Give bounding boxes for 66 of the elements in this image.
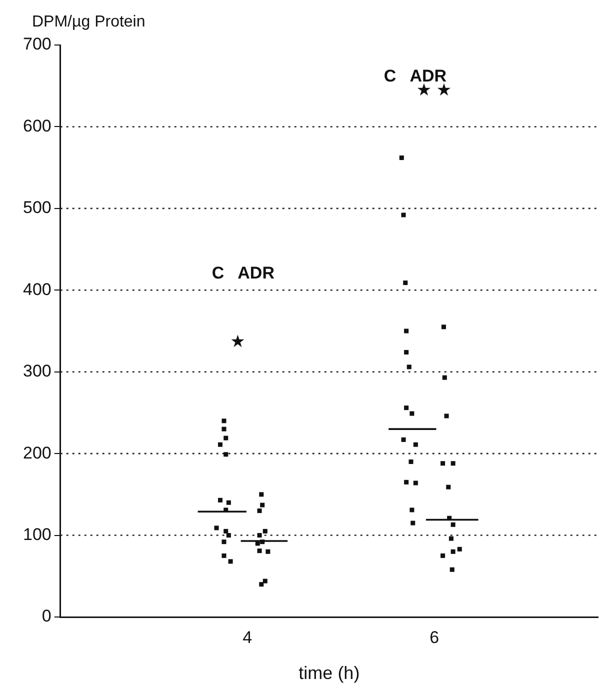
point (218, 498, 223, 502)
point (257, 508, 262, 514)
point (403, 280, 408, 286)
point (222, 553, 226, 558)
point (413, 442, 418, 447)
point (444, 414, 449, 418)
point (440, 461, 446, 466)
point (255, 541, 260, 546)
point (406, 364, 412, 370)
point (218, 442, 223, 447)
point (401, 437, 406, 442)
point (401, 212, 406, 218)
point (408, 459, 414, 464)
point (457, 546, 462, 552)
point (404, 406, 409, 410)
point (226, 500, 231, 505)
x-tick-label: 4 (242, 628, 252, 647)
annotation: ★ ★ (416, 80, 452, 100)
point (257, 533, 262, 538)
point (404, 350, 409, 355)
point (266, 549, 270, 554)
point (259, 582, 264, 587)
x-axis-title: time (h) (298, 663, 360, 684)
point (262, 528, 268, 534)
point (226, 533, 231, 538)
point (404, 480, 409, 484)
point (442, 375, 447, 380)
y-axis-title: DPM/µg Protein (32, 13, 146, 30)
y-tick-label: 400 (22, 280, 52, 299)
point (450, 461, 456, 466)
point (260, 502, 265, 508)
point (260, 540, 265, 544)
point (440, 553, 446, 558)
y-tick-label: 600 (22, 116, 52, 136)
y-tick-label: 500 (22, 198, 52, 218)
point (450, 549, 456, 554)
point (224, 528, 228, 534)
point (404, 328, 409, 334)
point (262, 578, 268, 584)
y-tick-label: 700 (22, 34, 52, 54)
point (224, 452, 228, 457)
point (214, 526, 219, 530)
y-tick-label: 100 (22, 524, 52, 544)
y-tick-label: 300 (22, 362, 52, 381)
point (450, 567, 454, 572)
point (446, 484, 451, 490)
point (222, 418, 226, 424)
point (448, 536, 454, 541)
point (441, 324, 446, 330)
annotation: ★ (230, 332, 246, 352)
point (224, 436, 228, 440)
point (399, 156, 404, 160)
point (222, 540, 226, 544)
annotation: C ADR (212, 263, 274, 282)
point (257, 548, 262, 554)
point (259, 492, 264, 497)
point (450, 522, 456, 527)
x-tick-label: 6 (430, 628, 440, 647)
point (413, 480, 418, 486)
point (410, 520, 416, 526)
point (410, 411, 414, 416)
y-tick-label: 200 (22, 443, 52, 462)
point (228, 559, 233, 564)
y-tick-label: 0 (42, 606, 52, 626)
point (410, 508, 414, 512)
point (222, 426, 226, 432)
